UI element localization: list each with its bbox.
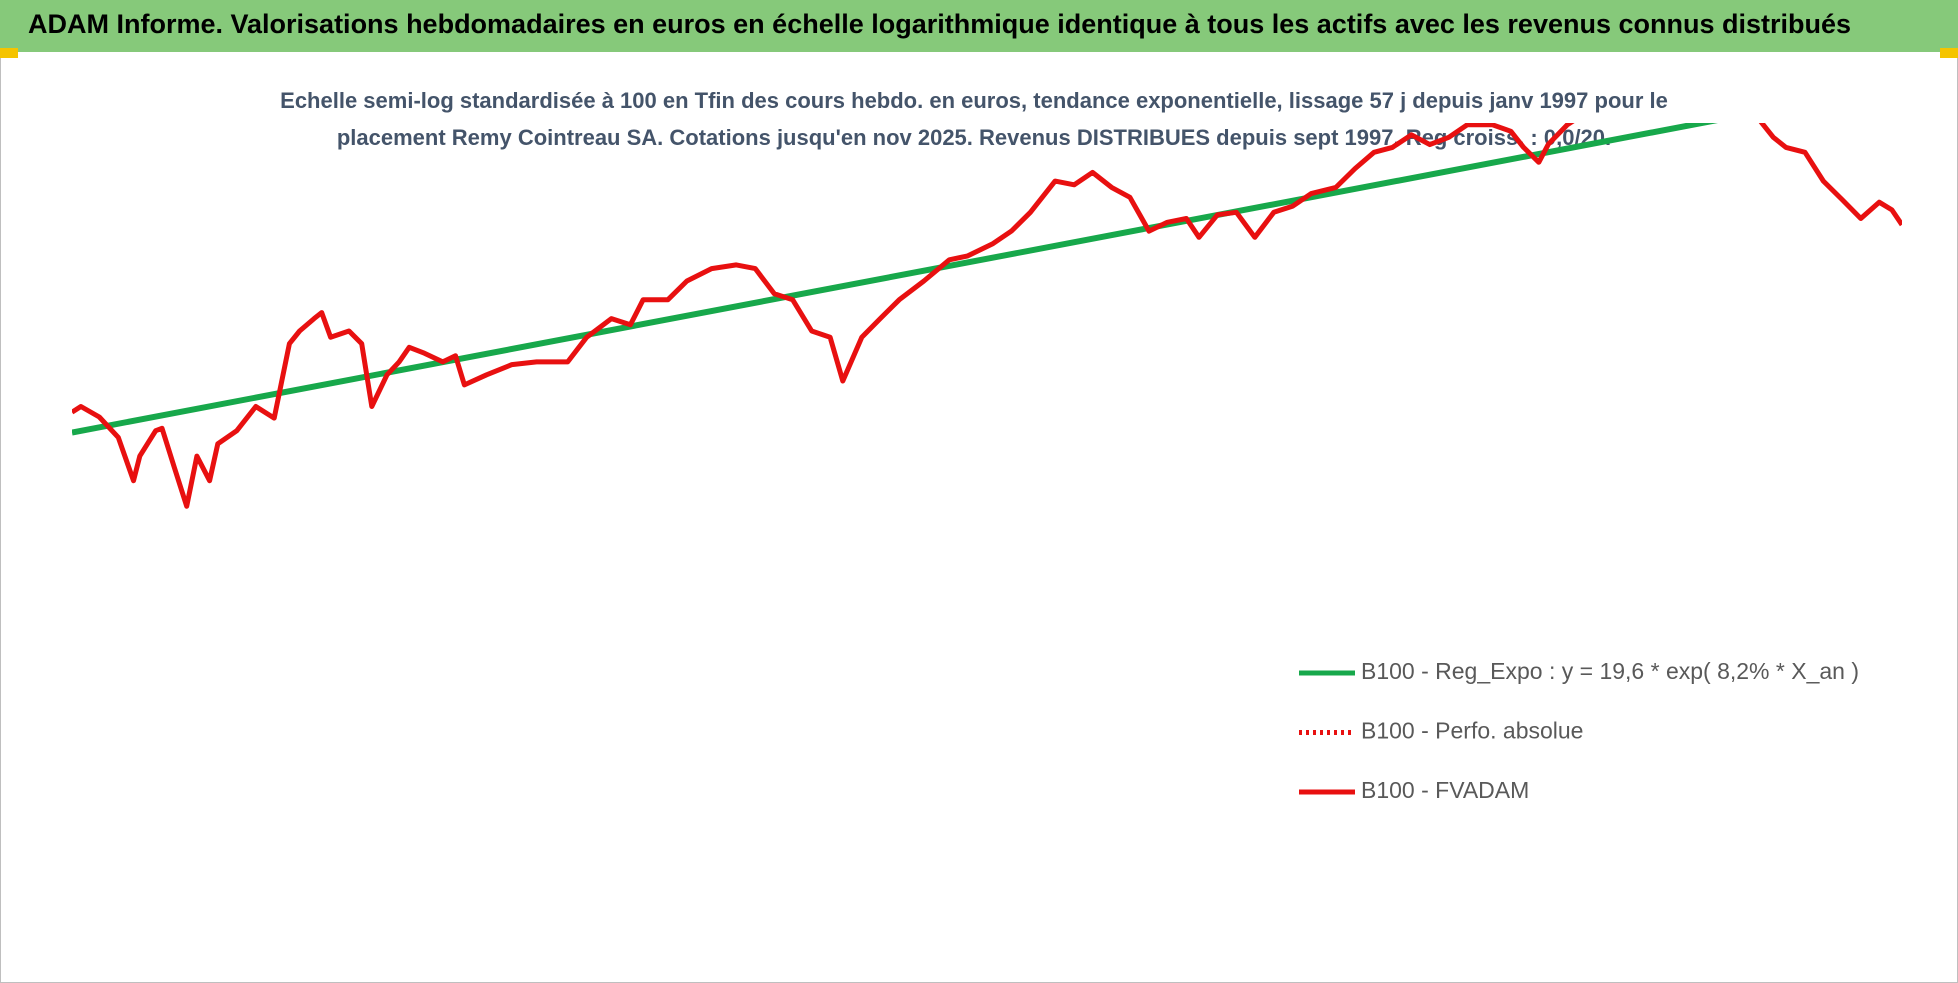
corner-mark (0, 48, 18, 58)
legend-label: B100 - FVADAM (1361, 777, 1529, 803)
corner-mark (1940, 48, 1958, 58)
header-bar (0, 0, 1958, 52)
series-line (72, 123, 1902, 509)
plot-area (72, 123, 1902, 509)
header-title: ADAM Informe. Valorisations hebdomadaire… (28, 9, 1851, 39)
chart-title: Echelle semi-log standardisée à 100 en T… (280, 88, 1668, 113)
series-line (72, 123, 1718, 436)
legend-label: B100 - Perfo. absolue (1361, 718, 1583, 744)
legend-label: B100 - Reg_Expo : y = 19,6 * exp( 8,2% *… (1361, 658, 1859, 684)
legend: B100 - Reg_Expo : y = 19,6 * exp( 8,2% *… (1299, 658, 1859, 803)
